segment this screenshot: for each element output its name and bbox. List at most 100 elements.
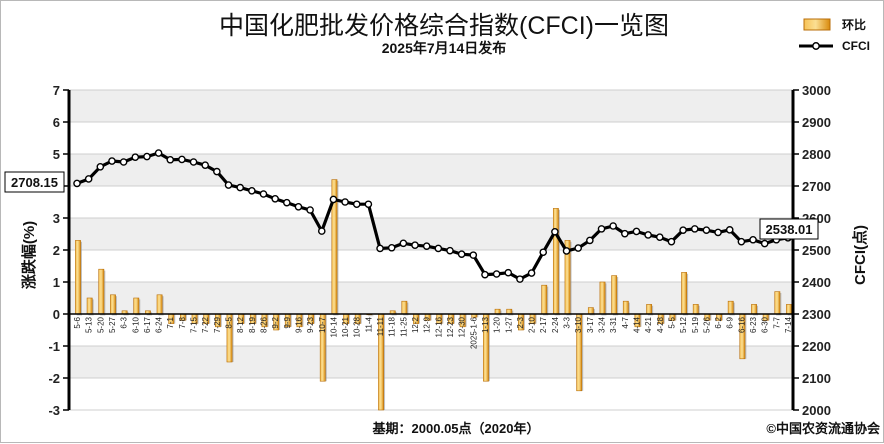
cfci-point-10-28 <box>352 200 361 209</box>
cfci-point-12-23 <box>446 246 454 255</box>
grid-band <box>69 90 793 122</box>
date-label-12-2: 12-2 <box>411 316 420 333</box>
callout-last-value: 2538.01 <box>766 222 813 237</box>
bar-5-12 <box>681 272 687 315</box>
date-label-7-15: 7-15 <box>190 316 199 333</box>
date-label-6-10: 6-10 <box>131 316 140 333</box>
cfci-point-9-9 <box>283 198 291 207</box>
date-label-10-28: 10-28 <box>353 316 362 337</box>
left-tick-label: 0 <box>53 307 60 322</box>
legend: 环比 CFCI <box>799 17 870 53</box>
cfci-point-9-23 <box>306 206 314 214</box>
left-tick-label: 6 <box>53 115 60 130</box>
cfci-point-12-16 <box>434 244 443 253</box>
cfci-point-9-2 <box>271 194 279 203</box>
grid-band <box>69 282 793 314</box>
date-label-9-9: 9-9 <box>283 316 292 328</box>
date-label-3-10: 3-10 <box>574 316 583 333</box>
copyright-note: ©中国农资流通协会 <box>766 421 881 436</box>
cfci-point-1-13 <box>481 270 489 279</box>
bar-2-24 <box>552 208 559 315</box>
cfci-point-5-6 <box>73 179 81 188</box>
grid-lines <box>69 89 793 411</box>
date-label-4-28: 4-28 <box>656 316 665 333</box>
cfci-point-6-2 <box>714 228 722 237</box>
date-label-7-29: 7-29 <box>213 316 222 333</box>
chart-title: 中国化肥批发价格综合指数(CFCI)一览图 <box>219 12 669 40</box>
cfci-point-4-7 <box>621 229 629 238</box>
cfci-point-11-18 <box>387 243 396 252</box>
cfci-point-7-15 <box>189 158 198 166</box>
date-label-6-30: 6-30 <box>761 316 770 333</box>
left-tick-label: 2 <box>53 243 60 258</box>
date-label-5-19: 5-19 <box>691 316 700 333</box>
date-label-12-30: 12-30 <box>458 316 467 337</box>
right-tick-label: 2800 <box>802 147 831 162</box>
cfci-point-6-30 <box>760 239 769 248</box>
cfci-point-9-16 <box>294 202 303 211</box>
cfci-point-5-19 <box>690 225 699 233</box>
legend-line-marker <box>812 42 820 50</box>
date-label-6-3: 6-3 <box>120 316 129 328</box>
bar-6-9 <box>727 300 734 315</box>
cfci-point-10-21 <box>341 198 349 206</box>
right-tick-label: 2700 <box>802 179 831 194</box>
bar-2-17 <box>541 284 548 315</box>
bar-shadow <box>368 315 374 317</box>
date-label-8-26: 8-26 <box>260 316 269 333</box>
chart-subtitle: 2025年7月14日发布 <box>382 40 507 56</box>
cfci-point-7-22 <box>201 161 210 169</box>
date-label-3-24: 3-24 <box>598 316 607 333</box>
date-label-1-20: 1-20 <box>493 316 502 333</box>
bar-7-7 <box>774 291 781 315</box>
date-label-2-10: 2-10 <box>528 316 537 333</box>
date-label-5-5: 5-5 <box>667 316 676 328</box>
y-axis-right-label: CFCI(点) <box>852 225 869 285</box>
grid-band <box>69 346 793 378</box>
date-label-12-23: 12-23 <box>446 316 455 337</box>
date-label-9-2: 9-2 <box>271 316 280 328</box>
legend-label-line: CFCI <box>842 39 870 53</box>
date-label-5-26: 5-26 <box>702 316 711 333</box>
callout-first-value: 2708.15 <box>11 175 58 190</box>
cfci-point-11-25 <box>399 239 408 248</box>
callout-first: 2708.15 <box>4 171 65 193</box>
bar-4-21 <box>646 304 653 315</box>
date-label-1-13: 1-13 <box>481 316 490 333</box>
date-labels: 5-6 5-13 5-20 5-27 6-3 6-10 6-17 6-24 7-1 7-8 7-15… <box>73 316 793 349</box>
right-tick-label: 2900 <box>802 115 831 130</box>
y-axis-left-label: 涨跌幅(%) <box>20 221 38 289</box>
cfci-point-1-20 <box>492 270 501 278</box>
cfci-point-12-9 <box>422 242 431 250</box>
cfci-point-3-17 <box>586 236 594 245</box>
date-label-11-11: 11-11 <box>376 316 385 336</box>
cfci-point-7-1 <box>166 155 175 164</box>
date-label-3-31: 3-31 <box>609 316 618 333</box>
date-label-3-17: 3-17 <box>586 316 595 333</box>
bar-7-14 <box>786 304 792 315</box>
cfci-point-3-3 <box>562 247 571 255</box>
date-label-11-25: 11-25 <box>399 316 408 336</box>
right-tick-label: 2300 <box>802 307 831 322</box>
right-tick-label: 2400 <box>802 275 831 290</box>
cfci-point-12-2 <box>411 241 419 249</box>
date-label-8-12: 8-12 <box>236 316 245 333</box>
date-label-5-27: 5-27 <box>108 316 117 333</box>
cfci-point-2025-1-6 <box>469 251 478 259</box>
bar-3-31 <box>611 275 618 315</box>
bar-4-7 <box>622 300 629 315</box>
date-label-7-7: 7-7 <box>772 316 781 328</box>
date-label-7-22: 7-22 <box>201 316 210 333</box>
date-label-6-16: 6-16 <box>737 316 746 333</box>
left-tick-label: 5 <box>53 147 60 162</box>
date-label-4-21: 4-21 <box>644 316 653 333</box>
right-tick-label: 2000 <box>802 403 831 418</box>
left-tick-label: 3 <box>53 211 60 226</box>
cfci-point-5-26 <box>702 226 711 234</box>
cfci-point-3-31 <box>609 222 617 230</box>
cfci-point-5-27 <box>108 157 116 165</box>
left-axis-ticks: 76543210-1-2-3 <box>48 83 69 418</box>
date-label-5-12: 5-12 <box>679 316 688 333</box>
date-label-10-7: 10-7 <box>318 316 327 333</box>
bar-3-17 <box>587 307 594 315</box>
